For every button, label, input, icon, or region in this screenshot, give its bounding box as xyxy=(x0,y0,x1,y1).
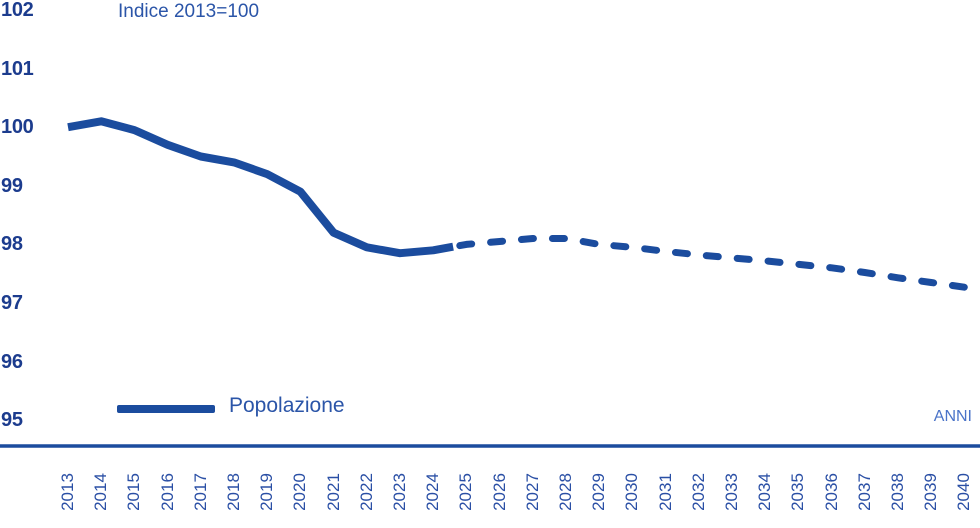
x-tick-label: 2017 xyxy=(190,473,210,511)
x-axis-title: ANNI xyxy=(933,408,972,425)
y-tick-label: 102 xyxy=(1,0,34,21)
legend-line-swatch xyxy=(117,405,215,413)
x-tick-label: 2022 xyxy=(356,473,376,511)
x-tick-label: 2021 xyxy=(323,473,343,511)
legend-label: Popolazione xyxy=(229,394,345,417)
x-tick-label: 2040 xyxy=(954,473,974,511)
population-line-projection xyxy=(456,235,968,291)
y-tick-label: 101 xyxy=(1,57,34,80)
x-tick-label: 2016 xyxy=(157,473,177,511)
x-tick-label: 2029 xyxy=(589,473,609,511)
x-tick-label: 2025 xyxy=(456,473,476,511)
x-tick-label: 2028 xyxy=(556,473,575,511)
x-tick-label: 2018 xyxy=(224,473,243,511)
x-tick-label: 2020 xyxy=(290,473,310,511)
x-tick-label: 2027 xyxy=(522,473,542,511)
chart-title: Indice 2013=100 xyxy=(118,1,260,22)
x-tick-label: 2036 xyxy=(821,473,841,511)
y-tick-label: 95 xyxy=(1,409,23,432)
population-line-observed xyxy=(67,117,454,258)
x-tick-label: 2032 xyxy=(688,473,708,511)
x-tick-label: 2030 xyxy=(622,473,642,511)
x-tick-label: 2039 xyxy=(921,473,941,511)
x-tick-label: 2013 xyxy=(58,473,77,511)
x-tick-label: 2026 xyxy=(489,473,509,511)
x-tick-label: 2038 xyxy=(888,473,907,511)
y-tick-label: 97 xyxy=(1,292,23,314)
y-tick-label: 99 xyxy=(1,174,23,197)
x-tick-label: 2023 xyxy=(390,473,409,511)
y-tick-label: 98 xyxy=(1,233,23,256)
x-tick-label: 2037 xyxy=(854,473,874,511)
x-tick-label: 2014 xyxy=(91,473,111,511)
x-tick-label: 2015 xyxy=(124,473,144,511)
y-tick-label: 100 xyxy=(1,116,34,139)
x-tick-label: 2033 xyxy=(722,473,741,511)
x-tick-label: 2019 xyxy=(257,473,277,511)
x-tick-label: 2024 xyxy=(423,473,443,511)
x-tick-label: 2034 xyxy=(755,473,775,511)
x-tick-label: 2035 xyxy=(788,473,808,511)
y-tick-label: 96 xyxy=(1,350,23,373)
x-tick-label: 2031 xyxy=(655,473,675,511)
